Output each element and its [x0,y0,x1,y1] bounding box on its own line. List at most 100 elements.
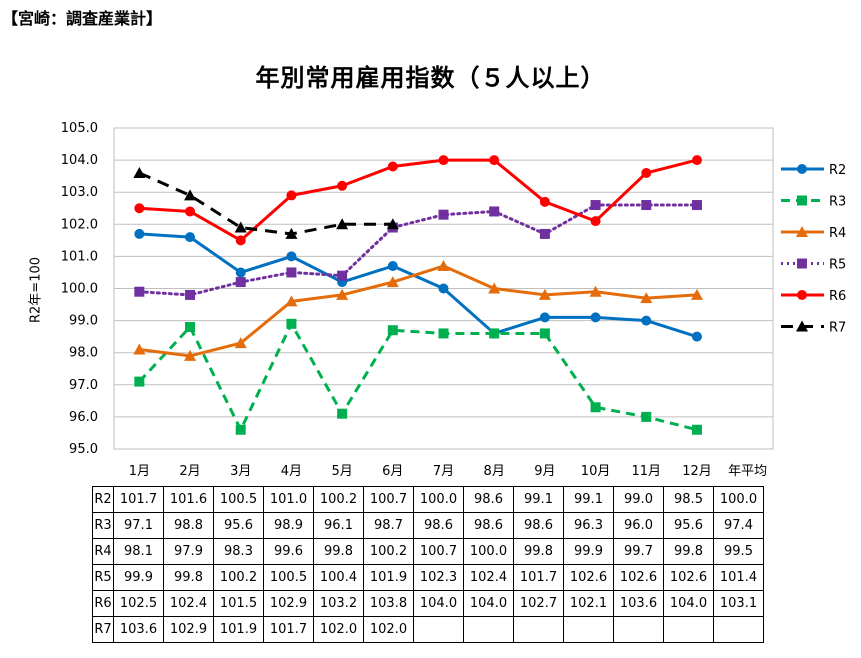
data-point-R4 [184,349,197,361]
table-cell [713,616,764,643]
data-point-R3 [286,318,297,329]
legend-marker-R2 [797,164,807,174]
table-cell: 102.5 [113,590,164,617]
data-point-R6 [489,155,500,166]
data-point-R2 [438,283,449,294]
data-point-R2 [134,228,145,239]
table-cell: 100.0 [713,486,764,513]
table-cell: 104.0 [663,590,714,617]
legend-marker-R6 [797,290,807,300]
series-line-R3 [138,322,698,432]
table-cell: 99.1 [563,486,614,513]
data-point-R6 [235,235,246,246]
table-cell: 101.7 [113,486,164,513]
table-cell: 101.9 [213,616,264,643]
y-tick-label: 104.0 [61,153,98,168]
table-row-header: R5 [92,564,114,591]
data-point-R5 [539,228,550,239]
y-tick-label: 101.0 [61,249,98,264]
y-tick-label: 98.0 [69,346,98,361]
table-cell: 98.7 [363,512,414,539]
table-cell: 102.7 [513,590,564,617]
table-cell: 101.4 [713,564,764,591]
data-point-R5 [590,200,601,211]
data-point-R6 [286,190,297,201]
table-cell: 104.0 [463,590,514,617]
y-tick-label: 97.0 [69,378,98,393]
table-cell: 100.2 [313,486,364,513]
x-tick-label: 8月 [484,464,505,479]
table-cell: 97.9 [163,538,214,565]
table-cell: 97.4 [713,512,764,539]
table-cell: 97.1 [113,512,164,539]
data-point-R5 [185,289,196,300]
table-cell: 102.3 [413,564,464,591]
table-cell: 99.0 [613,486,664,513]
table-cell: 95.6 [213,512,264,539]
data-point-R4 [386,276,399,288]
table-cell: 100.7 [413,538,464,565]
data-point-R2 [691,331,702,342]
data-point-R5 [134,286,145,297]
table-cell: 98.9 [263,512,314,539]
x-tick-label: 10月 [581,464,611,479]
data-point-R3 [641,411,652,422]
legend-label-R2: R2 [829,163,846,178]
table-cell: 95.6 [663,512,714,539]
table-row: R4 98.1 97.9 98.3 99.6 99.8 100.2 100.7 100.0 99.… [92,538,764,565]
data-point-R2 [185,232,196,243]
data-point-R4 [488,282,501,294]
table-cell: 103.6 [113,616,164,643]
data-point-R2 [286,251,297,262]
table-cell [563,616,614,643]
data-point-R6 [185,206,196,217]
table-cell: 98.8 [163,512,214,539]
x-tick-label: 11月 [631,464,661,479]
data-point-R4 [336,288,349,300]
data-point-R3 [134,376,145,387]
data-point-R3 [691,424,702,435]
y-tick-label: 102.0 [61,217,98,232]
data-point-R6 [691,155,702,166]
table-cell: 103.6 [613,590,664,617]
table-cell: 99.8 [313,538,364,565]
legend-label-R5: R5 [829,258,846,273]
data-point-R3 [539,328,550,339]
y-tick-label: 105.0 [61,121,98,136]
table-cell: 102.6 [663,564,714,591]
table-cell: 104.0 [413,590,464,617]
y-tick-label: 96.0 [69,410,98,425]
table-row-header: R2 [92,486,114,513]
series-line-R4 [139,264,698,358]
legend-marker-R4 [796,226,808,237]
x-tick-label: 2月 [179,464,200,479]
table-cell: 99.9 [113,564,164,591]
table-cell: 96.1 [313,512,364,539]
table-row: R7 103.6 102.9 101.9 101.7 102.0 102.0 [92,616,764,643]
table-row-header: R6 [92,590,114,617]
series-line-R5 [137,203,699,297]
table-cell: 100.2 [213,564,264,591]
table-cell: 102.6 [613,564,664,591]
data-point-R4 [690,288,703,300]
table-cell: 102.4 [163,590,214,617]
data-point-R7 [386,218,399,230]
data-point-R2 [641,315,652,326]
chart-title: 年別常用雇用指数（５人以上） [255,64,606,92]
table-cell [613,616,664,643]
x-tick-label: 9月 [534,464,555,479]
data-point-R5 [286,267,297,278]
table-cell: 100.7 [363,486,414,513]
data-point-R3 [185,322,196,333]
table-cell: 100.2 [363,538,414,565]
data-point-R6 [539,196,550,207]
table-cell [413,616,464,643]
x-tick-label: 3月 [230,464,251,479]
data-point-R5 [438,209,449,220]
table-row: R6 102.5 102.4 101.5 102.9 103.2 103.8 104.0 104… [92,590,764,617]
table-cell: 98.6 [413,512,464,539]
table-cell: 98.3 [213,538,264,565]
table-cell: 102.0 [313,616,364,643]
plot-area [113,127,774,450]
data-point-R4 [589,285,602,297]
